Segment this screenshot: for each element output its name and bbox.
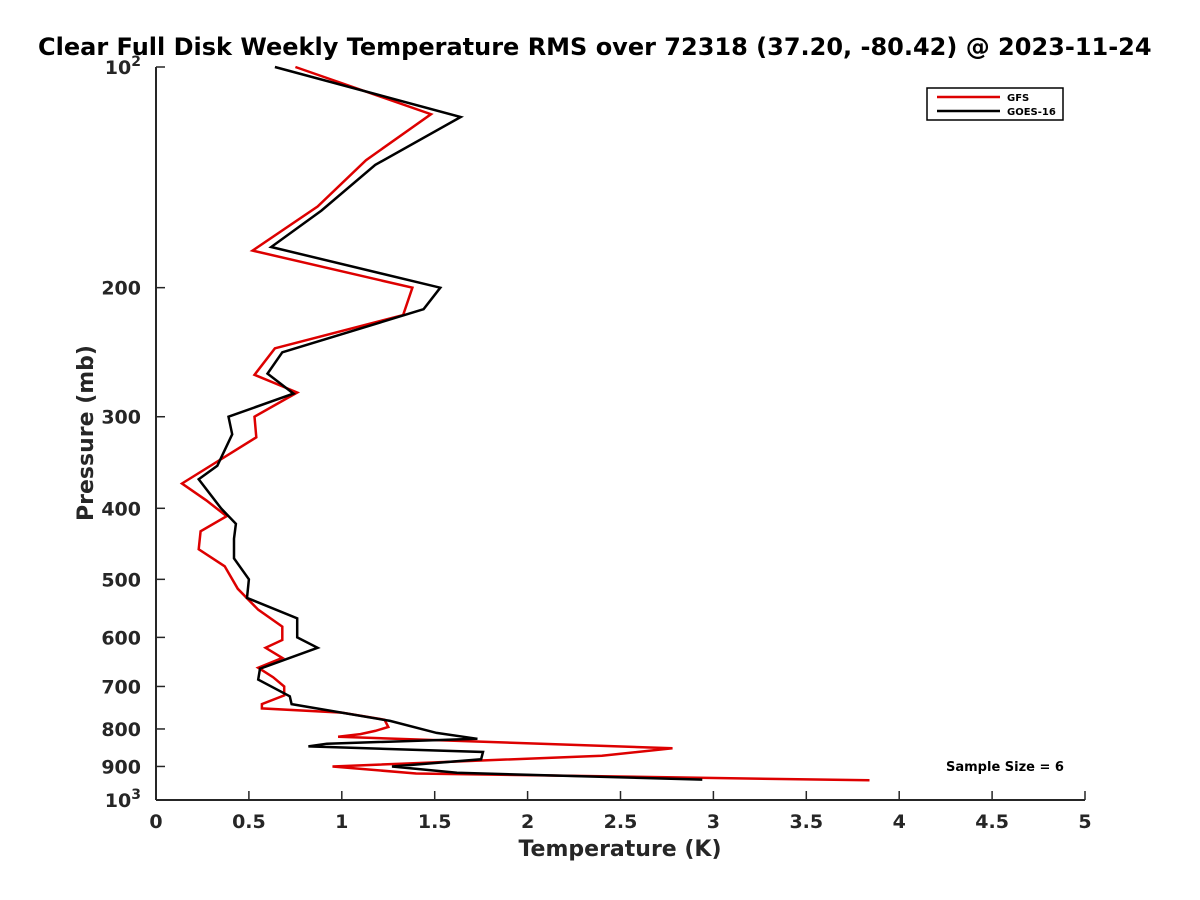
x-tick-label: 4.5: [975, 811, 1009, 833]
x-tick-label: 1.5: [418, 811, 452, 833]
x-tick-label: 0.5: [232, 811, 266, 833]
x-tick-label: 2.5: [604, 811, 638, 833]
y-tick-label: 800: [101, 719, 141, 741]
x-tick-label: 3: [707, 811, 720, 833]
y-axis-label: Pressure (mb): [74, 345, 99, 521]
plot-area: [156, 67, 1085, 800]
y-tick-label: 103: [105, 787, 141, 812]
y-tick-label: 700: [101, 676, 141, 698]
sample-size-annotation: Sample Size = 6: [946, 760, 1064, 775]
y-tick-label: 102: [105, 54, 141, 79]
x-tick-label: 0: [149, 811, 162, 833]
series-line-goes16: [196, 65, 703, 781]
series-layer: [179, 65, 870, 782]
x-tick-label: 5: [1078, 811, 1091, 833]
legend-label-goes16: GOES-16: [1007, 107, 1056, 118]
chart-title: Clear Full Disk Weekly Temperature RMS o…: [38, 33, 1152, 61]
x-tick-label: 1: [335, 811, 348, 833]
x-tick-label: 4: [893, 811, 906, 833]
y-ticks: 102 200 300 400 500 600 700 800 900 103: [101, 54, 165, 812]
series-line-gfs: [179, 65, 870, 782]
legend-label-gfs: GFS: [1007, 93, 1029, 104]
x-axis-label: Temperature (K): [518, 837, 721, 862]
legend-box: [926, 87, 1064, 121]
y-tick-label: 500: [101, 569, 141, 591]
y-tick-label: 600: [101, 627, 141, 649]
y-tick-label: 300: [101, 407, 141, 429]
y-tick-label: 400: [101, 498, 141, 520]
x-tick-label: 2: [521, 811, 534, 833]
y-tick-label: 200: [101, 278, 141, 300]
legend: GFS GOES-16: [926, 87, 1064, 121]
x-tick-label: 3.5: [789, 811, 823, 833]
y-tick-label: 900: [101, 756, 141, 778]
x-ticks: 0 0.5 1 1.5 2 2.5 3 3.5 4 4.5 5: [149, 791, 1092, 833]
